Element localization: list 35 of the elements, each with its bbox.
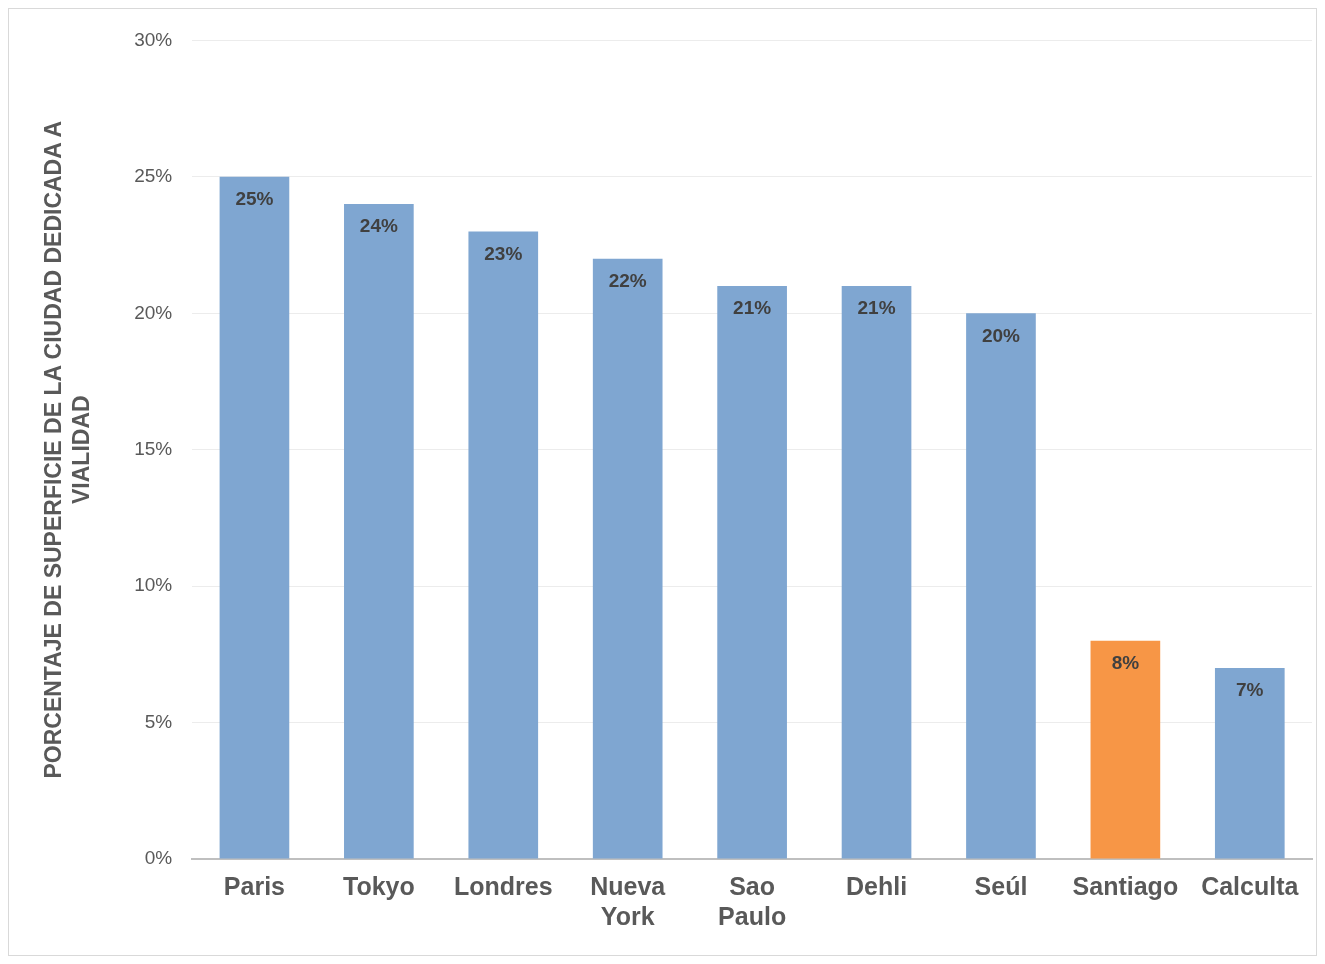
x-tick-label: Seúl — [974, 871, 1028, 900]
x-tick-label: Tokyo — [342, 871, 415, 900]
x-tick-label: Sao Paulo — [718, 871, 787, 930]
bar — [841, 285, 912, 859]
y-tick-label: 25% — [134, 165, 173, 187]
data-label: 7% — [1236, 679, 1264, 701]
y-tick-label: 10% — [134, 574, 173, 596]
x-tick-label: Calculta — [1201, 871, 1300, 900]
bar — [717, 285, 787, 859]
data-label: 21% — [857, 297, 896, 319]
y-tick-label: 15% — [134, 437, 173, 459]
x-tick-label: Dehli — [845, 871, 908, 900]
data-label: 23% — [484, 242, 523, 264]
bar — [468, 231, 539, 859]
y-tick-label: 30% — [134, 28, 173, 50]
data-label: 22% — [608, 269, 647, 291]
data-label: 25% — [235, 188, 274, 210]
data-label: 21% — [733, 297, 772, 319]
x-tick-label: Santiago — [1072, 871, 1179, 900]
y-tick-label: 0% — [144, 847, 173, 869]
y-tick-label: 5% — [144, 710, 173, 732]
bar — [344, 204, 414, 859]
data-label: 24% — [359, 215, 398, 237]
bar — [219, 176, 290, 859]
bar — [1090, 640, 1161, 859]
y-axis-title: PORCENTAJE DE SUPERFICIE DE LA CIUDAD DEDICADA A VIALIDAD — [40, 120, 94, 779]
data-label: 20% — [981, 324, 1021, 346]
bar — [1214, 667, 1285, 859]
bar — [592, 258, 663, 859]
x-tick-label: Paris — [223, 871, 286, 900]
y-tick-label: 20% — [134, 301, 173, 323]
x-tick-label: Nueva York — [590, 871, 667, 930]
x-tick-label: Londres — [453, 871, 553, 900]
data-label: 8% — [1111, 651, 1140, 673]
bar — [966, 313, 1036, 859]
